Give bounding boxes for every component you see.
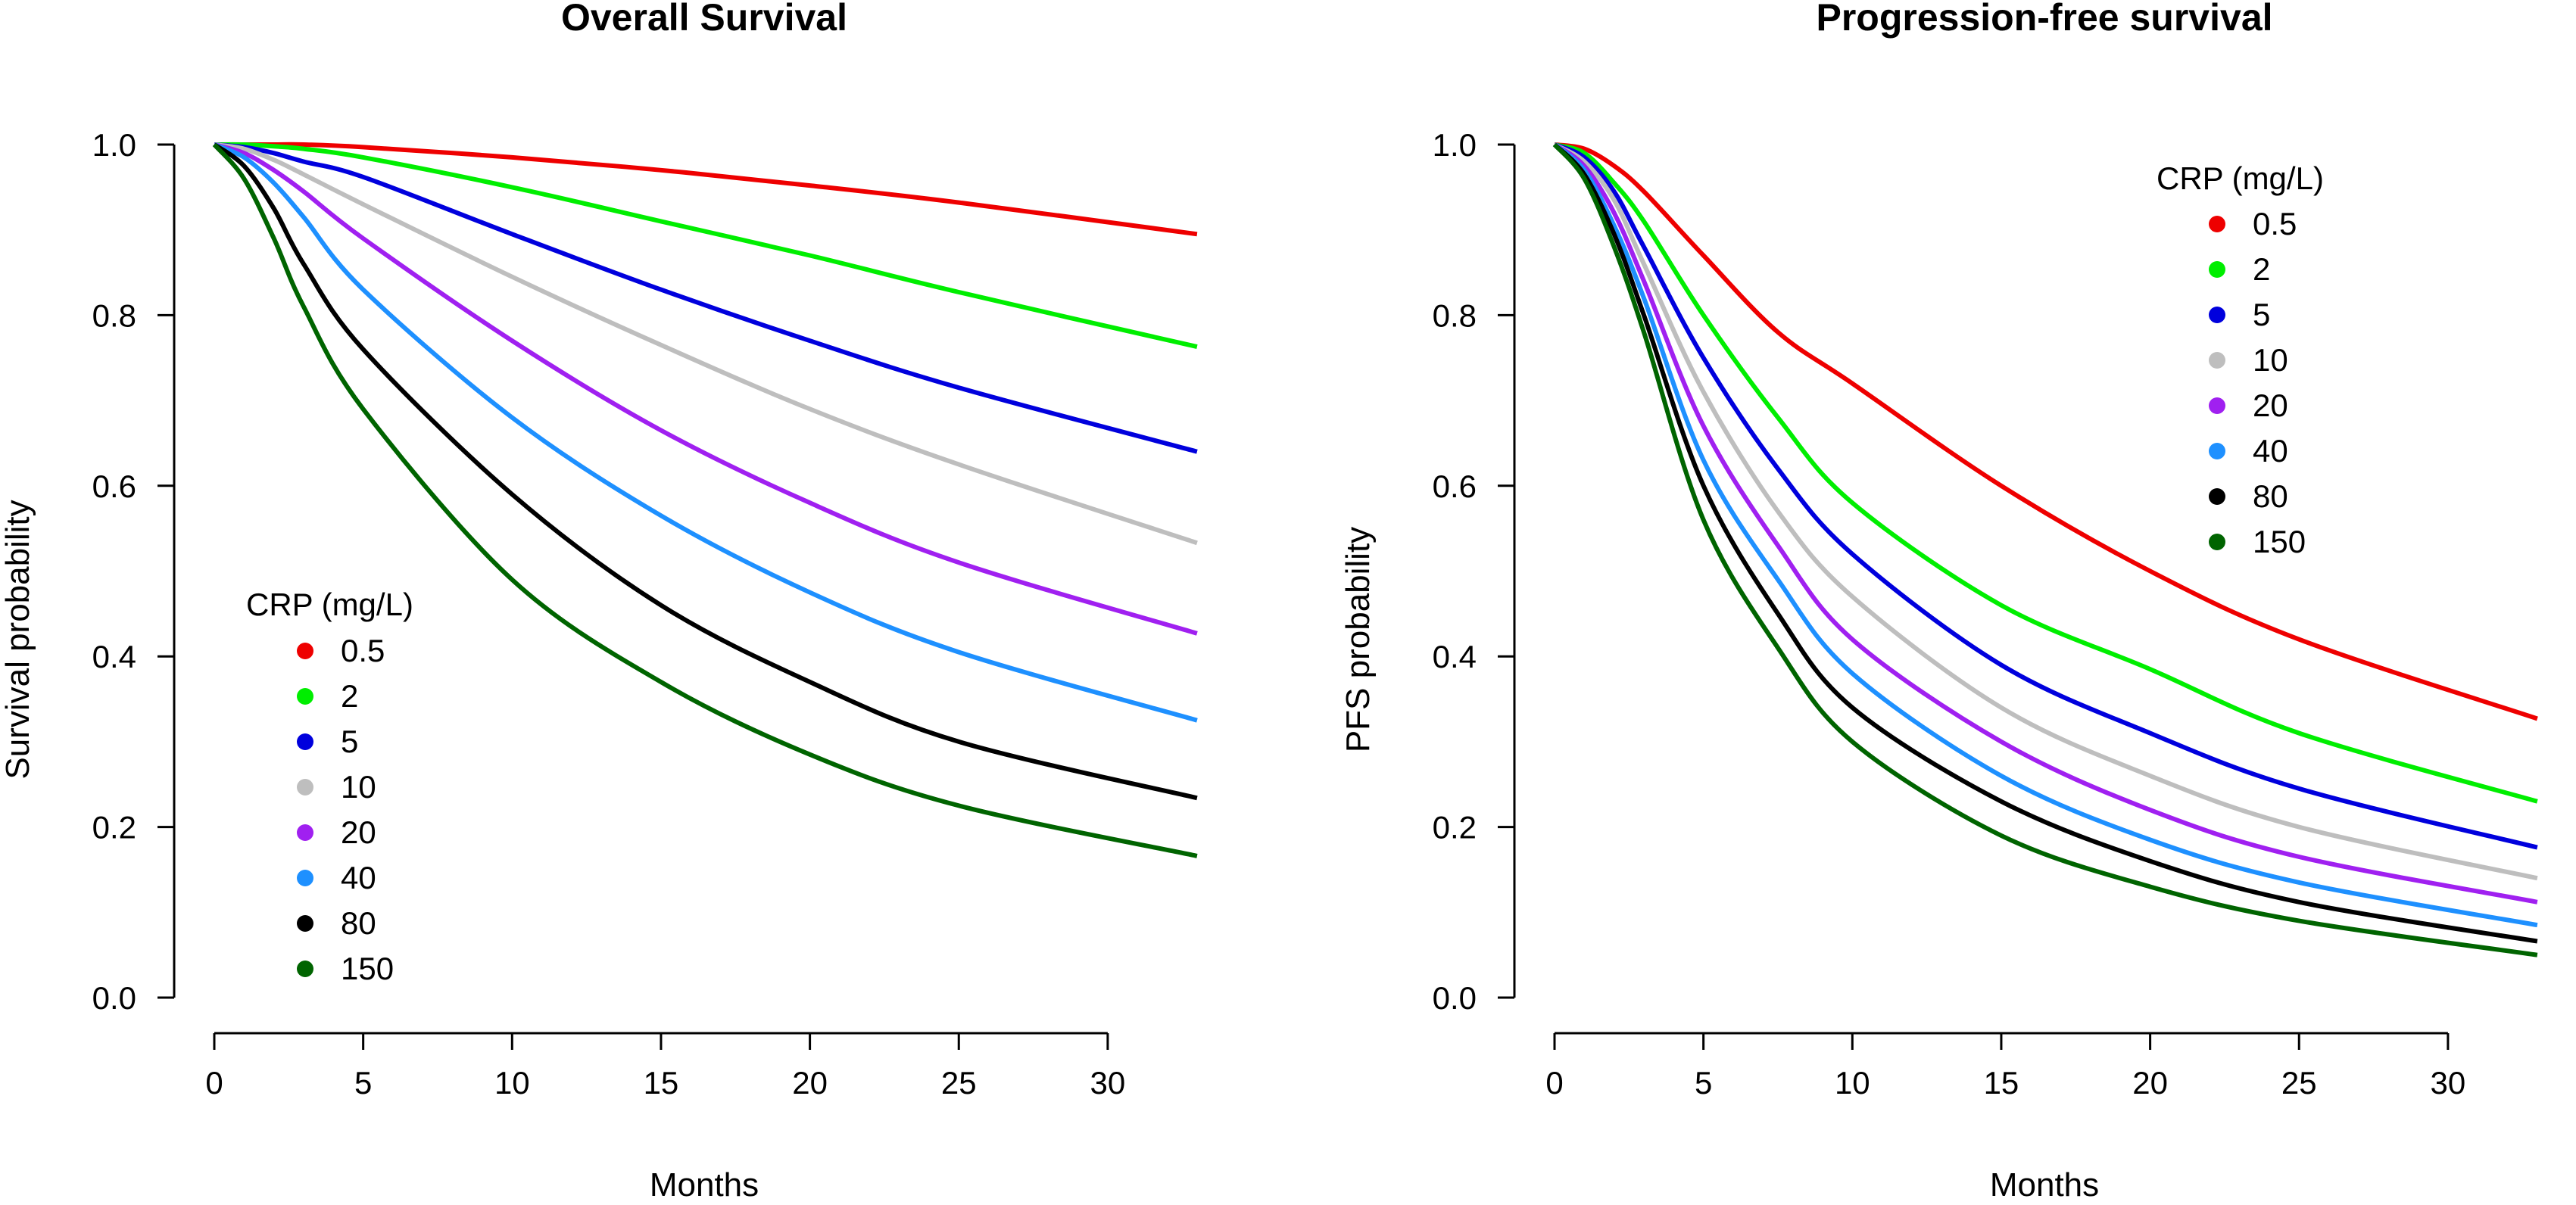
series-group	[1552, 142, 2538, 957]
legend-marker	[297, 915, 313, 932]
series-line-crp-2	[214, 142, 1198, 350]
legend-marker	[297, 688, 313, 705]
series-line-crp-10	[214, 142, 1198, 546]
legend-label: 80	[341, 905, 376, 941]
legend-marker	[2209, 488, 2225, 505]
y-tick-label: 0.0	[92, 980, 136, 1016]
x-tick-label: 5	[1695, 1065, 1712, 1101]
series-group	[212, 142, 1198, 858]
x-axis-label: Months	[650, 1166, 759, 1203]
legend: CRP (mg/L) 0.5 2 5 10 20 40 80 150	[2157, 160, 2324, 559]
legend-label: 40	[341, 860, 376, 895]
overall-survival-panel: Overall Survival 0 5 10 15 20 25 300.00.20.40.…	[0, 0, 1198, 1203]
x-axis-label: Months	[1990, 1166, 2099, 1203]
series-line-crp-80	[1552, 142, 2538, 944]
x-tick-label: 15	[1984, 1065, 2019, 1101]
legend-label: 150	[2253, 524, 2306, 559]
legend-marker	[297, 870, 313, 886]
x-tick-label: 0	[1545, 1065, 1563, 1101]
x-tick-label: 25	[2281, 1065, 2317, 1101]
legend-label: 20	[2253, 388, 2288, 423]
series-line-crp-40	[1553, 142, 2538, 928]
legend-label: 80	[2253, 478, 2288, 514]
legend-label: 2	[2253, 251, 2270, 287]
y-tick-label: 0.0	[1433, 980, 1477, 1016]
legend-title: CRP (mg/L)	[246, 587, 413, 622]
legend-label: 10	[2253, 342, 2288, 378]
legend-marker	[2209, 443, 2225, 459]
x-tick-label: 30	[2431, 1065, 2466, 1101]
legend-marker	[297, 779, 313, 796]
legend: CRP (mg/L) 0.5 2 5 10 20 40 80 150	[246, 587, 413, 986]
progression-free-survival-panel: Progression-free survival 0 5 10 15 20 25 300.…	[1339, 0, 2538, 1203]
chart-title: Progression-free survival	[1816, 0, 2272, 39]
axes: 0 5 10 15 20 25 300.00.20.40.60.81.0	[1433, 127, 2466, 1101]
axes: 0 5 10 15 20 25 300.00.20.40.60.81.0	[92, 127, 1126, 1101]
series-line-crp-80	[213, 142, 1198, 801]
legend-label: 10	[341, 769, 376, 805]
series-line-crp-40	[213, 142, 1198, 723]
x-tick-label: 10	[1835, 1065, 1870, 1101]
series-line-crp-10	[1553, 142, 2538, 881]
legend-label: 20	[341, 814, 376, 850]
series-line-crp-2	[1554, 142, 2538, 804]
y-tick-label: 0.2	[92, 810, 136, 845]
legend-title: CRP (mg/L)	[2157, 160, 2324, 196]
legend-label: 0.5	[2253, 206, 2297, 241]
y-tick-label: 0.8	[1433, 297, 1477, 333]
x-tick-label: 5	[354, 1065, 372, 1101]
legend-label: 2	[341, 678, 358, 714]
legend-label: 150	[341, 951, 394, 986]
x-tick-label: 15	[644, 1065, 679, 1101]
y-tick-label: 0.6	[1433, 469, 1477, 504]
legend-marker	[2209, 534, 2225, 550]
y-tick-label: 0.8	[92, 297, 136, 333]
x-tick-label: 10	[494, 1065, 530, 1101]
legend-marker	[2209, 216, 2225, 232]
x-tick-label: 25	[941, 1065, 977, 1101]
y-tick-label: 0.2	[1433, 810, 1477, 845]
series-line-crp-20	[214, 142, 1198, 636]
y-axis-label: Survival probability	[0, 500, 36, 779]
legend-label: 5	[341, 724, 358, 759]
legend-marker	[2209, 397, 2225, 414]
legend-marker	[297, 824, 313, 841]
legend-label: 40	[2253, 433, 2288, 469]
x-tick-label: 0	[205, 1065, 223, 1101]
legend-marker	[297, 643, 313, 659]
legend-label: 5	[2253, 297, 2270, 332]
legend-marker	[297, 733, 313, 750]
y-tick-label: 0.4	[1433, 639, 1477, 674]
series-line-crp-0-5	[1554, 142, 2538, 721]
legend-marker	[297, 961, 313, 977]
y-axis-label: PFS probability	[1339, 527, 1377, 752]
series-line-crp-20	[1553, 142, 2538, 905]
y-tick-label: 0.6	[92, 469, 136, 504]
x-tick-label: 20	[2132, 1065, 2168, 1101]
x-tick-label: 20	[792, 1065, 828, 1101]
chart-title: Overall Survival	[561, 0, 847, 39]
y-tick-label: 1.0	[1433, 127, 1477, 163]
x-tick-label: 30	[1090, 1065, 1126, 1101]
series-line-crp-5	[214, 142, 1198, 454]
legend-marker	[2209, 261, 2225, 278]
series-line-crp-150	[212, 142, 1198, 858]
y-tick-label: 0.4	[92, 639, 136, 674]
series-line-crp-5	[1553, 142, 2538, 850]
y-tick-label: 1.0	[92, 127, 136, 163]
legend-label: 0.5	[341, 633, 385, 668]
legend-marker	[2209, 307, 2225, 323]
series-line-crp-150	[1552, 142, 2538, 957]
legend-marker	[2209, 352, 2225, 369]
